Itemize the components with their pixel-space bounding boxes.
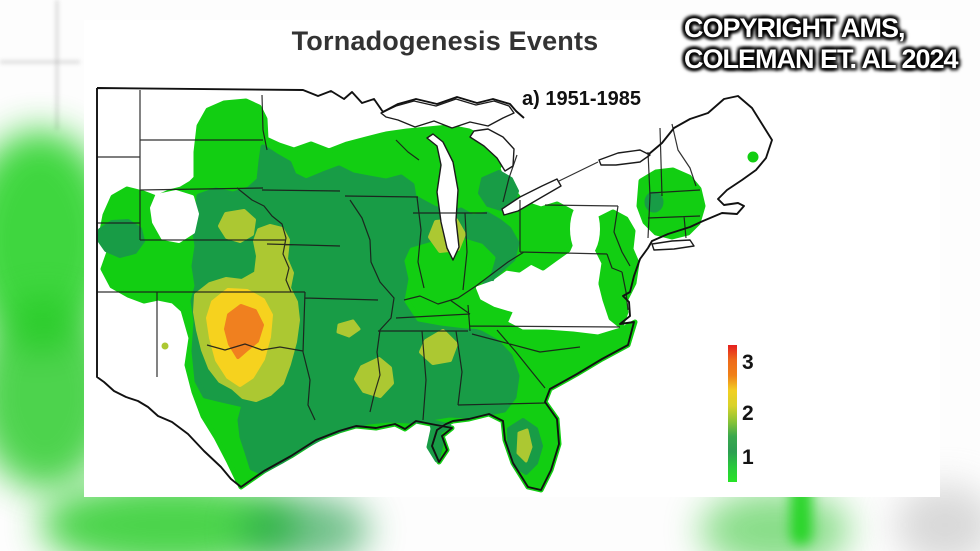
- legend-label-1: 1: [742, 446, 754, 469]
- contour-olive-west-texas-dot: [161, 342, 169, 350]
- contour-level2-wyoming: [97, 219, 145, 258]
- lake-erie: [501, 178, 562, 216]
- white-hole-virginia: [476, 281, 555, 316]
- contour-olive-florida: [516, 428, 533, 463]
- copyright-line-2: COLEMAN ET. AL 2024: [684, 43, 959, 74]
- contour-olive-kansas: [218, 209, 256, 243]
- copyright-watermark: COPYRIGHT AMS, COLEMAN ET. AL 2024: [684, 13, 980, 74]
- lake-superior: [380, 98, 515, 129]
- contour-level2-massachusetts: [644, 191, 664, 213]
- map-title: Tornadogenesis Events: [291, 26, 599, 56]
- legend-label-3: 3: [742, 351, 754, 374]
- legend-label-2: 2: [742, 402, 754, 425]
- contour-olive-mississippi: [354, 357, 394, 398]
- state-borders: [97, 90, 701, 421]
- long-island: [651, 239, 695, 251]
- lake-michigan: [426, 133, 460, 261]
- contour-level1-maine-dot: [747, 151, 759, 163]
- us-outline: [96, 87, 773, 491]
- contour-orange-oklahoma: [224, 304, 264, 359]
- contour-olive-louisiana: [336, 319, 361, 338]
- copyright-line-1: COPYRIGHT AMS,: [684, 13, 906, 43]
- lake-ontario: [598, 149, 651, 166]
- lake-huron: [469, 128, 515, 172]
- white-hole-central-pa: [570, 200, 600, 258]
- contour-level1-kentucky-tennessee: [404, 237, 512, 330]
- panel-period-label: a) 1951-1985: [522, 88, 641, 110]
- contour-level1-delmarva: [598, 267, 629, 329]
- white-hole-nebraska: [150, 190, 199, 243]
- legend-color-bar: [728, 345, 737, 482]
